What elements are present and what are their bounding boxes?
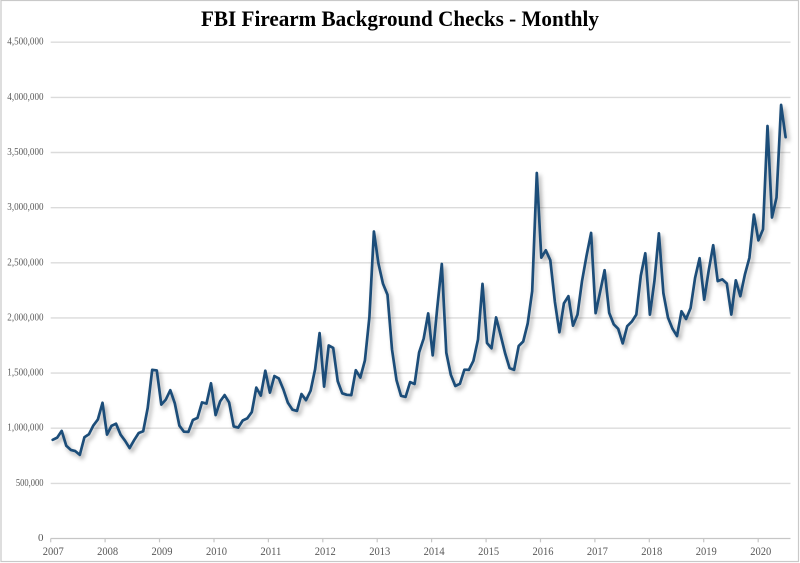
- svg-text:3,500,000: 3,500,000: [7, 146, 44, 158]
- svg-text:4,000,000: 4,000,000: [7, 91, 44, 103]
- svg-text:2010: 2010: [206, 544, 227, 558]
- svg-text:1,500,000: 1,500,000: [7, 367, 44, 379]
- svg-text:2009: 2009: [152, 544, 173, 558]
- svg-text:2015: 2015: [478, 544, 499, 558]
- svg-text:2012: 2012: [315, 544, 336, 558]
- svg-text:500,000: 500,000: [16, 477, 44, 489]
- svg-text:2013: 2013: [369, 544, 390, 558]
- svg-text:2016: 2016: [533, 544, 554, 558]
- svg-text:2014: 2014: [424, 544, 445, 558]
- svg-text:2011: 2011: [260, 544, 281, 558]
- svg-text:2,000,000: 2,000,000: [7, 311, 44, 323]
- svg-text:2017: 2017: [587, 544, 608, 558]
- svg-text:2007: 2007: [43, 544, 64, 558]
- svg-text:3,000,000: 3,000,000: [7, 201, 44, 213]
- svg-text:1,000,000: 1,000,000: [7, 422, 44, 434]
- svg-text:2008: 2008: [97, 544, 118, 558]
- svg-text:2019: 2019: [696, 544, 717, 558]
- svg-text:2018: 2018: [641, 544, 662, 558]
- svg-text:4,500,000: 4,500,000: [7, 36, 44, 48]
- svg-text:0: 0: [38, 532, 44, 544]
- svg-text:2,500,000: 2,500,000: [7, 256, 44, 268]
- svg-text:2020: 2020: [750, 544, 771, 558]
- svg-text:FBI Firearm Background Checks: FBI Firearm Background Checks - Monthly: [201, 6, 600, 31]
